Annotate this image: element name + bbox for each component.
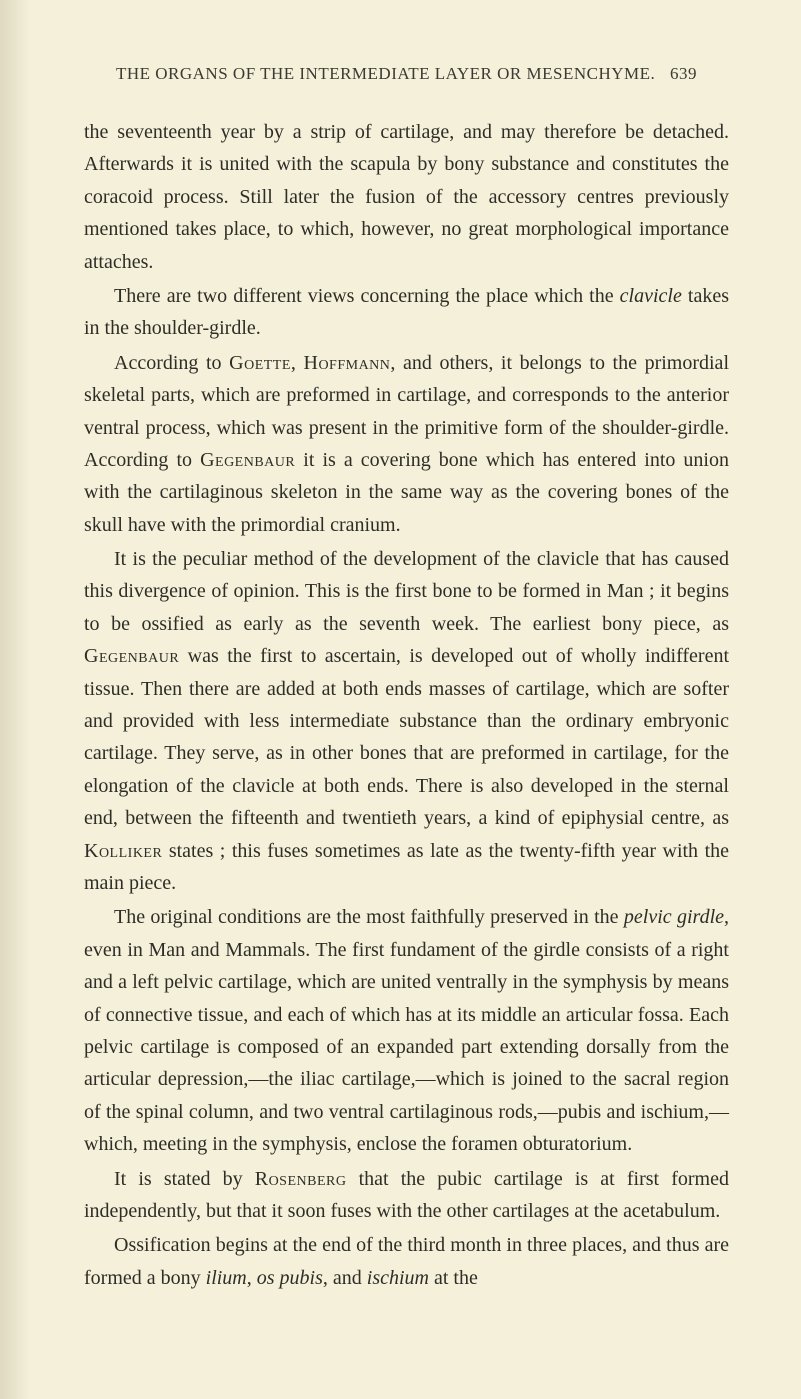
- text-run: states ; this fuses sometimes as late as…: [84, 840, 729, 894]
- paragraph-6: It is stated by Rosenberg that the pubic…: [84, 1163, 729, 1228]
- smallcaps-rosenberg: Rosenberg: [255, 1168, 347, 1190]
- text-run: There are two different views concerning…: [114, 285, 620, 307]
- text-run: at the: [429, 1267, 478, 1289]
- italic-term-ilium: ilium: [206, 1267, 247, 1289]
- text-run: , and: [323, 1267, 367, 1289]
- text-run: ,: [291, 352, 304, 374]
- smallcaps-goette: Goette: [229, 352, 291, 374]
- italic-term-pelvic-girdle: pelvic girdle: [624, 906, 724, 928]
- paragraph-2: There are two different views concerning…: [84, 280, 729, 345]
- text-run: ,: [247, 1267, 257, 1289]
- paragraph-5: The original conditions are the most fai…: [84, 901, 729, 1160]
- paragraph-3: According to Goette, Hoffmann, and other…: [84, 347, 729, 541]
- running-head: THE ORGANS OF THE INTERMEDIATE LAYER OR …: [84, 64, 729, 84]
- running-title: THE ORGANS OF THE INTERMEDIATE LAYER OR …: [116, 64, 655, 83]
- text-run: , even in Man and Mammals. The first fun…: [84, 906, 729, 1155]
- text-run: It is the peculiar method of the develop…: [84, 548, 729, 635]
- text-run: was the first to ascertain, is developed…: [84, 645, 729, 829]
- smallcaps-kolliker: Kolliker: [84, 840, 162, 862]
- page-number: 639: [670, 64, 697, 83]
- italic-term-os-pubis: os pubis: [257, 1267, 323, 1289]
- paragraph-4: It is the peculiar method of the develop…: [84, 543, 729, 899]
- smallcaps-hoffmann: Hoffmann: [304, 352, 391, 374]
- page: THE ORGANS OF THE INTERMEDIATE LAYER OR …: [0, 0, 801, 1399]
- smallcaps-gegenbaur-2: Gegenbaur: [84, 645, 179, 667]
- paragraph-1: the seventeenth year by a strip of carti…: [84, 116, 729, 278]
- text-run: The original conditions are the most fai…: [114, 906, 624, 928]
- page-edge-shadow: [0, 0, 30, 1399]
- text-run: According to: [114, 352, 229, 374]
- italic-term-ischium: ischium: [367, 1267, 429, 1289]
- body-text: the seventeenth year by a strip of carti…: [84, 116, 729, 1294]
- smallcaps-gegenbaur: Gegenbaur: [200, 449, 295, 471]
- text-run: It is stated by: [114, 1168, 255, 1190]
- italic-term-clavicle: clavicle: [620, 285, 682, 307]
- paragraph-7: Ossification begins at the end of the th…: [84, 1229, 729, 1294]
